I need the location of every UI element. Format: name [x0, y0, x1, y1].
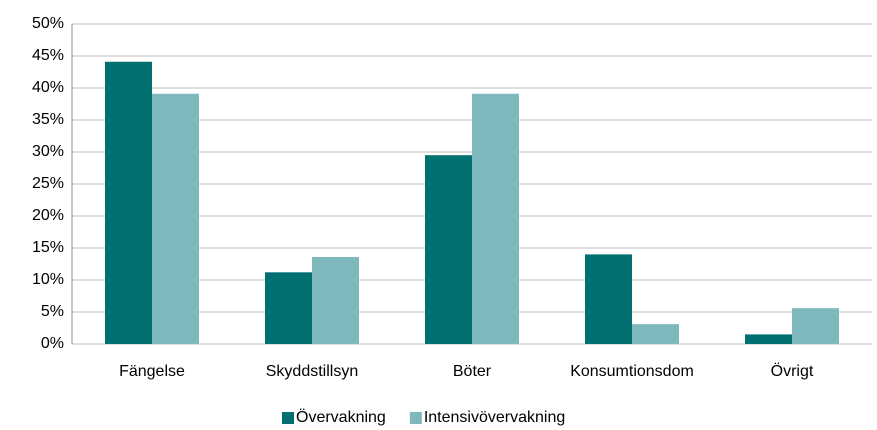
bar	[265, 272, 312, 344]
bar	[152, 93, 199, 344]
bar	[585, 254, 632, 344]
x-tick-label: Böter	[453, 363, 492, 380]
y-tick-label: 0%	[41, 335, 64, 352]
y-tick-label: 40%	[32, 79, 64, 96]
legend-swatch	[409, 412, 422, 424]
x-tick-label: Konsumtionsdom	[570, 363, 694, 380]
y-tick-label: 45%	[32, 47, 64, 64]
y-tick-label: 5%	[41, 303, 64, 320]
bar	[792, 308, 839, 344]
x-tick-label: Fängelse	[119, 363, 185, 380]
y-tick-label: 50%	[32, 15, 64, 32]
bar	[312, 256, 359, 344]
y-tick-label: 10%	[32, 271, 64, 288]
legend-label: Intensivövervakning	[424, 409, 565, 426]
x-tick-label: Övrigt	[771, 362, 814, 380]
legend-swatch	[282, 412, 294, 424]
legend-label: Övervakning	[296, 408, 386, 426]
bar	[105, 61, 152, 344]
bar	[425, 155, 472, 344]
y-tick-label: 35%	[32, 111, 64, 128]
bar	[632, 324, 679, 344]
x-tick-label: Skyddstillsyn	[266, 363, 358, 380]
bar	[745, 334, 792, 344]
y-tick-label: 15%	[32, 239, 64, 256]
y-tick-label: 20%	[32, 207, 64, 224]
y-tick-label: 30%	[32, 143, 64, 160]
y-tick-label: 25%	[32, 175, 64, 192]
bar	[472, 93, 519, 344]
